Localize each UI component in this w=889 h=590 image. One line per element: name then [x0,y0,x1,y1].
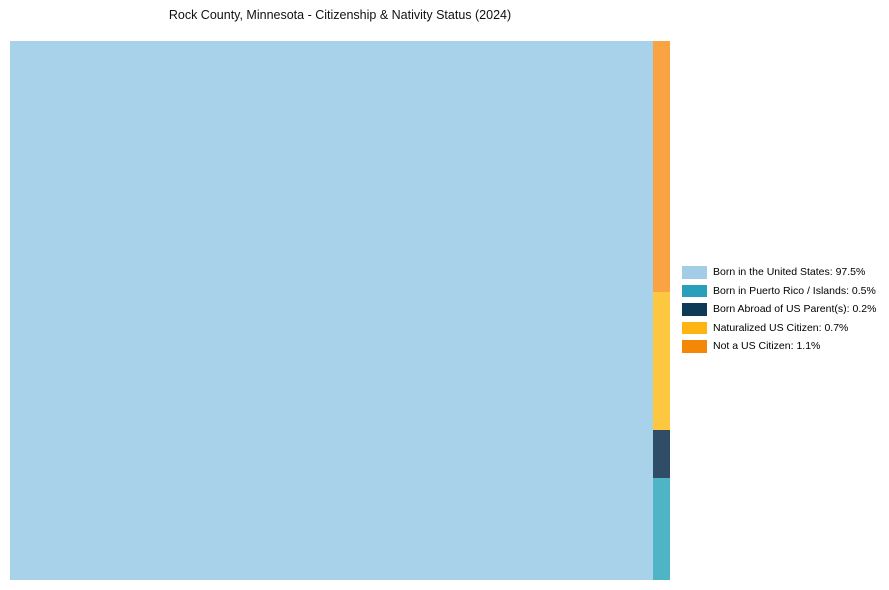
treemap-rect-born-in-us [10,41,653,580]
treemap-plot [10,41,670,580]
legend-swatch-naturalized [682,321,707,334]
legend-swatch-born-in-us [682,266,707,279]
chart-title: Rock County, Minnesota - Citizenship & N… [168,8,512,22]
legend-item-born-puerto-rico: Born in Puerto Rico / Islands: 0.5% [682,284,876,297]
legend-item-born-abroad: Born Abroad of US Parent(s): 0.2% [682,303,876,316]
legend-label-naturalized: Naturalized US Citizen: 0.7% [713,321,849,334]
legend-item-not-citizen: Not a US Citizen: 1.1% [682,340,876,353]
legend-label-born-puerto-rico: Born in Puerto Rico / Islands: 0.5% [713,284,876,297]
treemap-rect-naturalized-citizen [653,292,670,430]
legend-swatch-not-citizen [682,340,707,353]
legend: Born in the United States: 97.5% Born in… [682,266,876,353]
legend-item-naturalized: Naturalized US Citizen: 0.7% [682,321,876,334]
legend-label-not-citizen: Not a US Citizen: 1.1% [713,340,821,352]
treemap-rect-not-us-citizen [653,41,670,292]
legend-label-born-in-us: Born in the United States: 97.5% [713,266,866,278]
treemap-rect-born-abroad-us-parents [653,430,670,478]
legend-swatch-born-abroad [682,303,707,316]
legend-swatch-born-puerto-rico [682,284,707,297]
legend-label-born-abroad: Born Abroad of US Parent(s): 0.2% [713,303,877,315]
legend-item-born-in-us: Born in the United States: 97.5% [682,266,876,279]
treemap-rect-born-puerto-rico-islands [653,478,670,580]
